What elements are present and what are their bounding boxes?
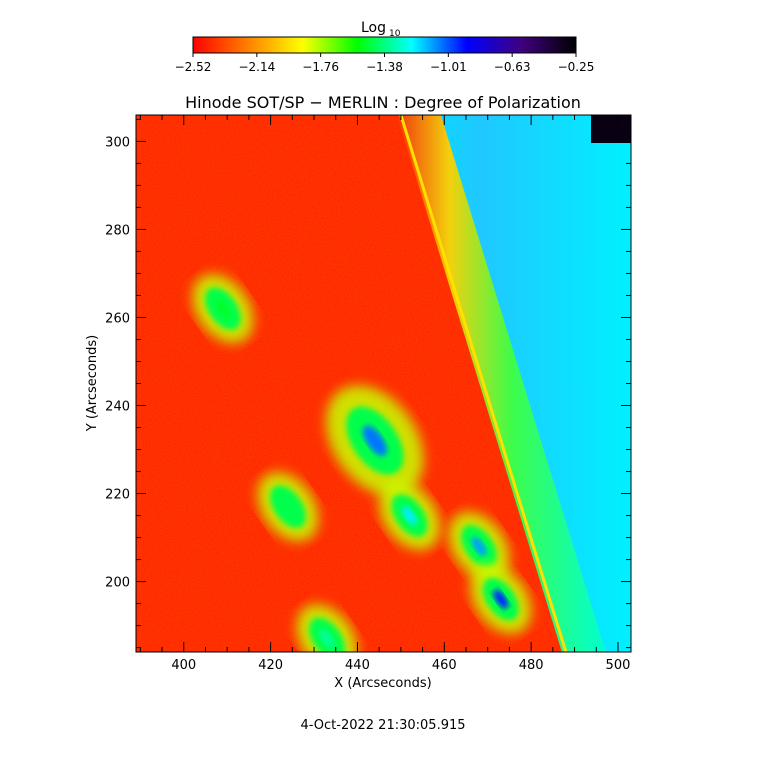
colorbar-tick-label: −0.25 [558, 60, 595, 74]
limb-band [396, 115, 606, 652]
feature-core [280, 497, 296, 517]
y-tick-label: 200 [105, 576, 130, 591]
x-tick-label: 440 [345, 658, 370, 673]
x-tick-label: 460 [432, 658, 457, 673]
x-axis: 400 420 440 460 480 500 [139, 115, 631, 673]
colorbar-label: Log [361, 20, 386, 36]
feature-core [362, 425, 387, 456]
feature-core [215, 299, 231, 319]
feature-core [493, 589, 509, 609]
colorbar-tick-label: −0.63 [494, 60, 531, 74]
feature-core [402, 506, 418, 526]
y-tick-label: 220 [105, 488, 130, 503]
y-axis: 200 220 240 260 280 300 [105, 118, 631, 649]
colorbar-tick-label: −1.01 [430, 60, 467, 74]
chart-title: Hinode SOT/SP − MERLIN : Degree of Polar… [185, 93, 581, 112]
colorbar-strip [193, 37, 576, 53]
limb-line [399, 115, 568, 652]
x-tick-label: 480 [519, 658, 544, 673]
corner-patch [591, 115, 631, 143]
y-tick-label: 240 [105, 400, 130, 415]
colorbar-tick-label: −1.76 [302, 60, 339, 74]
y-tick-label: 260 [105, 311, 130, 326]
colorbar-label-subscript: 10 [389, 29, 401, 39]
limb-layer [396, 115, 631, 652]
y-axis-label: Y (Arcseconds) [85, 335, 100, 432]
heatmap-image [136, 115, 631, 652]
x-axis-label: X (Arcseconds) [334, 676, 431, 691]
feature-core [471, 536, 487, 556]
x-tick-label: 500 [606, 658, 631, 673]
y-tick-label: 280 [105, 223, 130, 238]
y-tick-label: 300 [105, 135, 130, 150]
x-tick-label: 420 [258, 658, 283, 673]
colorbar-tick-label: −2.52 [175, 60, 212, 74]
feature-core [319, 629, 335, 649]
colorbar-tick-label: −2.14 [238, 60, 275, 74]
colorbar-ticks: −2.52 −2.14 −1.76 −1.38 −1.01 −0.63 −0.25 [175, 53, 595, 74]
footer-timestamp: 4-Oct-2022 21:30:05.915 [300, 718, 465, 733]
colorbar: Log 10 −2.52 −2.14 −1.76 −1.38 −1.01 −0.63 −0.… [175, 20, 595, 74]
x-tick-label: 400 [171, 658, 196, 673]
colorbar-tick-label: −1.38 [366, 60, 403, 74]
